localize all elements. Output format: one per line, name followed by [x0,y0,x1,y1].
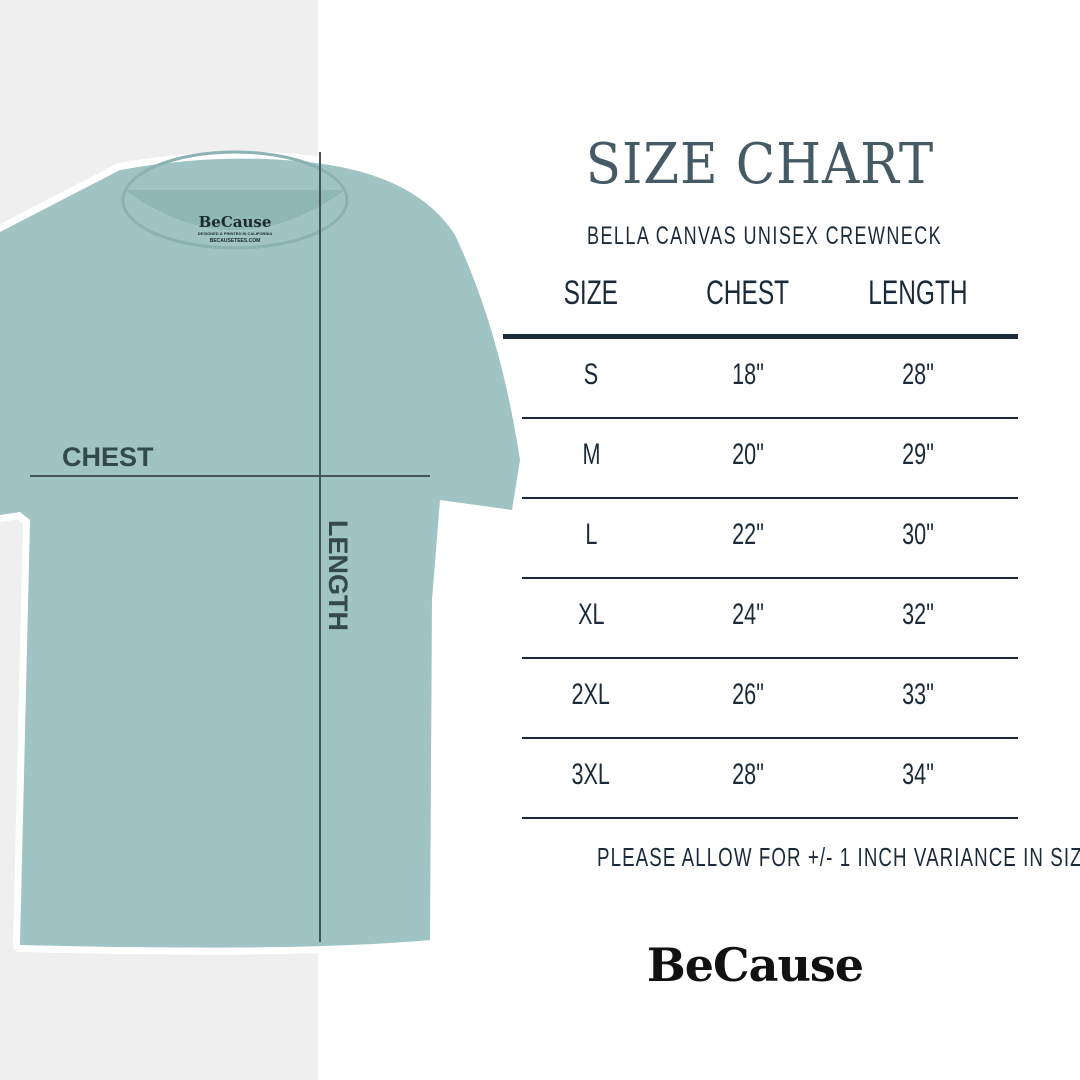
length-cell: 34" [902,758,934,791]
column-header-size: SIZE [563,274,619,312]
chest-cell: 24" [732,598,764,631]
row-divider [522,817,1018,819]
length-cell: 29" [902,438,934,471]
length-cell: 30" [902,518,934,551]
row-divider [522,657,1018,659]
page-title: SIZE CHART [585,132,935,197]
size-cell: XL [577,598,605,631]
size-cell: S [583,358,599,391]
tag-line1: DESIGNED & PRINTED IN CALIFORNIA [197,231,273,236]
size-cell: 2XL [571,678,611,711]
chest-cell: 26" [732,678,764,711]
chest-cell: 20" [732,438,764,471]
chest-label: CHEST [62,442,154,472]
row-divider [522,737,1018,739]
length-cell: 32" [902,598,934,631]
length-label: LENGTH [323,520,353,631]
chest-cell: 22" [732,518,764,551]
chest-cell: 28" [732,758,764,791]
tag-brand: BeCause [198,213,272,231]
brand-logo: BeCause [646,938,864,992]
chest-cell: 18" [732,358,764,391]
column-header-chest: CHEST [706,274,790,312]
variance-note: PLEASE ALLOW FOR +/- 1 INCH VARIANCE IN … [597,842,1080,872]
size-cell: 3XL [571,758,611,791]
length-cell: 28" [902,358,934,391]
column-header-length: LENGTH [868,274,968,312]
header-divider [503,334,1018,339]
tshirt-image [0,150,520,948]
row-divider [522,497,1018,499]
shirt-tag: BeCause DESIGNED & PRINTED IN CALIFORNIA… [180,213,290,244]
length-cell: 33" [902,678,934,711]
row-divider [522,417,1018,419]
subtitle: BELLA CANVAS UNISEX CREWNECK [587,222,943,250]
size-cell: M [582,438,600,471]
row-divider [522,577,1018,579]
tag-line2: BECAUSETEES.COM [209,238,261,244]
size-cell: L [584,518,598,551]
